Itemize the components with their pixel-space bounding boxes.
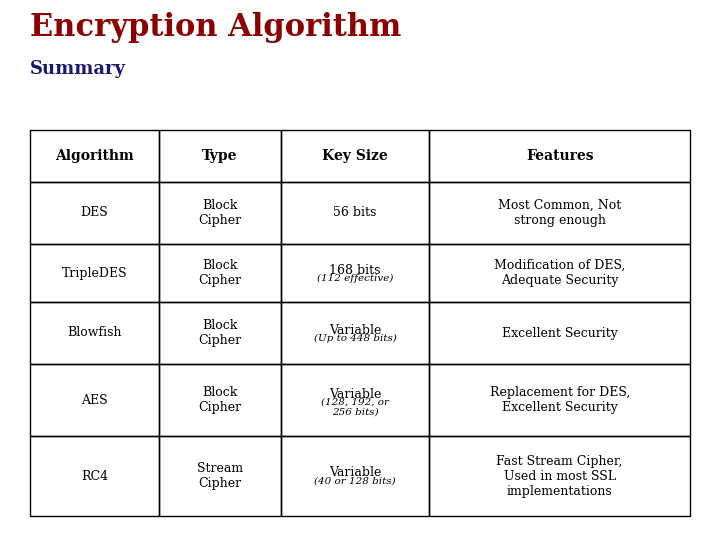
Text: Replacement for DES,
Excellent Security: Replacement for DES, Excellent Security	[490, 386, 630, 414]
Bar	[429, 364, 690, 436]
Bar	[429, 436, 690, 516]
Text: Modification of DES,
Adequate Security: Modification of DES, Adequate Security	[494, 259, 626, 287]
Text: Variable: Variable	[329, 467, 381, 480]
Text: Excellent Security: Excellent Security	[502, 327, 618, 340]
Text: (128, 192, or
256 bits): (128, 192, or 256 bits)	[321, 397, 389, 417]
Text: DES: DES	[81, 206, 108, 219]
Bar	[30, 302, 158, 364]
Text: Block
Cipher: Block Cipher	[198, 199, 241, 227]
Bar	[158, 130, 281, 182]
Bar	[429, 244, 690, 302]
Bar	[429, 182, 690, 244]
Text: Variable: Variable	[329, 388, 381, 402]
Text: Blowfish: Blowfish	[67, 327, 122, 340]
Text: Summary: Summary	[30, 60, 126, 78]
Bar	[281, 182, 429, 244]
Bar	[30, 436, 158, 516]
Bar	[158, 364, 281, 436]
Bar	[158, 436, 281, 516]
Text: RC4: RC4	[81, 469, 108, 483]
Text: 168 bits: 168 bits	[329, 264, 381, 276]
Text: Features: Features	[526, 149, 593, 163]
Bar	[281, 244, 429, 302]
Text: Block
Cipher: Block Cipher	[198, 386, 241, 414]
Bar	[30, 130, 158, 182]
Bar	[281, 436, 429, 516]
Text: (Up to 448 bits): (Up to 448 bits)	[314, 333, 397, 342]
Text: (112 effective): (112 effective)	[317, 273, 393, 282]
Bar	[30, 364, 158, 436]
Bar	[158, 302, 281, 364]
Text: Stream
Cipher: Stream Cipher	[197, 462, 243, 490]
Text: AES: AES	[81, 394, 108, 407]
Text: Encryption Algorithm: Encryption Algorithm	[30, 12, 401, 43]
Bar	[158, 244, 281, 302]
Text: TripleDES: TripleDES	[61, 267, 127, 280]
Bar	[281, 302, 429, 364]
Text: Algorithm: Algorithm	[55, 149, 134, 163]
Bar	[281, 130, 429, 182]
Text: Block
Cipher: Block Cipher	[198, 259, 241, 287]
Bar	[281, 364, 429, 436]
Text: Type: Type	[202, 149, 238, 163]
Bar	[30, 244, 158, 302]
Text: Fast Stream Cipher,
Used in most SSL
implementations: Fast Stream Cipher, Used in most SSL imp…	[497, 455, 623, 497]
Bar	[30, 182, 158, 244]
Text: Most Common, Not
strong enough: Most Common, Not strong enough	[498, 199, 621, 227]
Bar	[429, 302, 690, 364]
Text: 56 bits: 56 bits	[333, 206, 377, 219]
Text: Key Size: Key Size	[322, 149, 388, 163]
Bar	[429, 130, 690, 182]
Text: Variable: Variable	[329, 323, 381, 336]
Text: (40 or 128 bits): (40 or 128 bits)	[314, 476, 396, 485]
Text: Block
Cipher: Block Cipher	[198, 319, 241, 347]
Bar	[158, 182, 281, 244]
